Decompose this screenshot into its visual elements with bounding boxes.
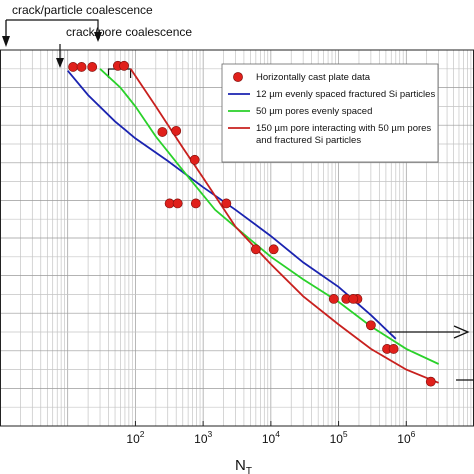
data-point	[268, 244, 279, 255]
legend-label: 50 µm pores evenly spaced	[256, 106, 372, 117]
x-tick-exponent: 4	[275, 429, 280, 439]
x-tick-exponent: 3	[208, 429, 213, 439]
data-point	[189, 154, 200, 165]
x-tick-base: 10	[194, 432, 208, 446]
data-point	[87, 62, 98, 72]
x-tick-exponent: 5	[343, 429, 348, 439]
x-tick-labels: 102 103 104 105 106	[126, 421, 416, 446]
x-tick-exponent: 6	[411, 429, 416, 439]
legend-box	[221, 63, 439, 163]
annotation-crack-pore: crack/pore coalescence	[66, 25, 192, 39]
x-axis-label: NT	[235, 457, 252, 474]
x-tick-label: 102	[126, 429, 144, 446]
annotation-arrow-head	[2, 36, 10, 47]
plot-grid	[0, 50, 474, 426]
data-point	[172, 198, 183, 209]
x-tick-base: 10	[126, 432, 140, 446]
data-point	[328, 294, 339, 304]
data-point	[190, 198, 201, 209]
x-tick-label: 105	[330, 429, 348, 446]
x-tick-base: 10	[330, 432, 344, 446]
legend-label: Horizontally cast plate data	[256, 72, 371, 83]
legend: Horizontally cast plate data 12 µm evenly…	[221, 63, 439, 163]
data-point	[425, 376, 436, 387]
data-point	[157, 127, 168, 137]
coalescence-annotations: crack/particle coalescence crack/pore coa…	[2, 3, 192, 78]
data-point	[348, 294, 359, 304]
x-tick-label: 106	[397, 429, 415, 446]
runout-arrow-head	[453, 325, 470, 339]
annotation-arrow-head	[56, 58, 64, 68]
x-tick-label: 104	[262, 429, 280, 446]
x-tick-base: 10	[262, 432, 276, 446]
legend-marker	[233, 72, 243, 82]
legend-label: 12 µm evenly spaced fractured Si particl…	[256, 89, 435, 100]
data-point	[365, 320, 376, 331]
data-point	[388, 344, 399, 354]
x-tick-base: 10	[397, 432, 411, 446]
x-axis-label-subscript: T	[246, 466, 252, 474]
annotation-crack-particle: crack/particle coalescence	[12, 3, 153, 17]
data-point	[221, 198, 232, 209]
data-point	[76, 62, 87, 72]
annotation-arrow-head	[94, 32, 102, 42]
x-tick-exponent: 2	[140, 429, 145, 439]
data-point	[250, 244, 261, 255]
right-side-arrows	[390, 325, 474, 381]
plot-series	[67, 60, 439, 387]
data-point	[171, 125, 182, 136]
legend-label: 150 µm pore interacting with 50 µm pores	[256, 123, 431, 134]
data-point	[119, 60, 129, 71]
x-axis-label-main: N	[235, 457, 246, 474]
x-tick-label: 103	[194, 429, 212, 446]
data-point	[68, 62, 78, 72]
series-line-1	[67, 70, 397, 340]
legend-label: and fractured Si particles	[256, 135, 361, 146]
